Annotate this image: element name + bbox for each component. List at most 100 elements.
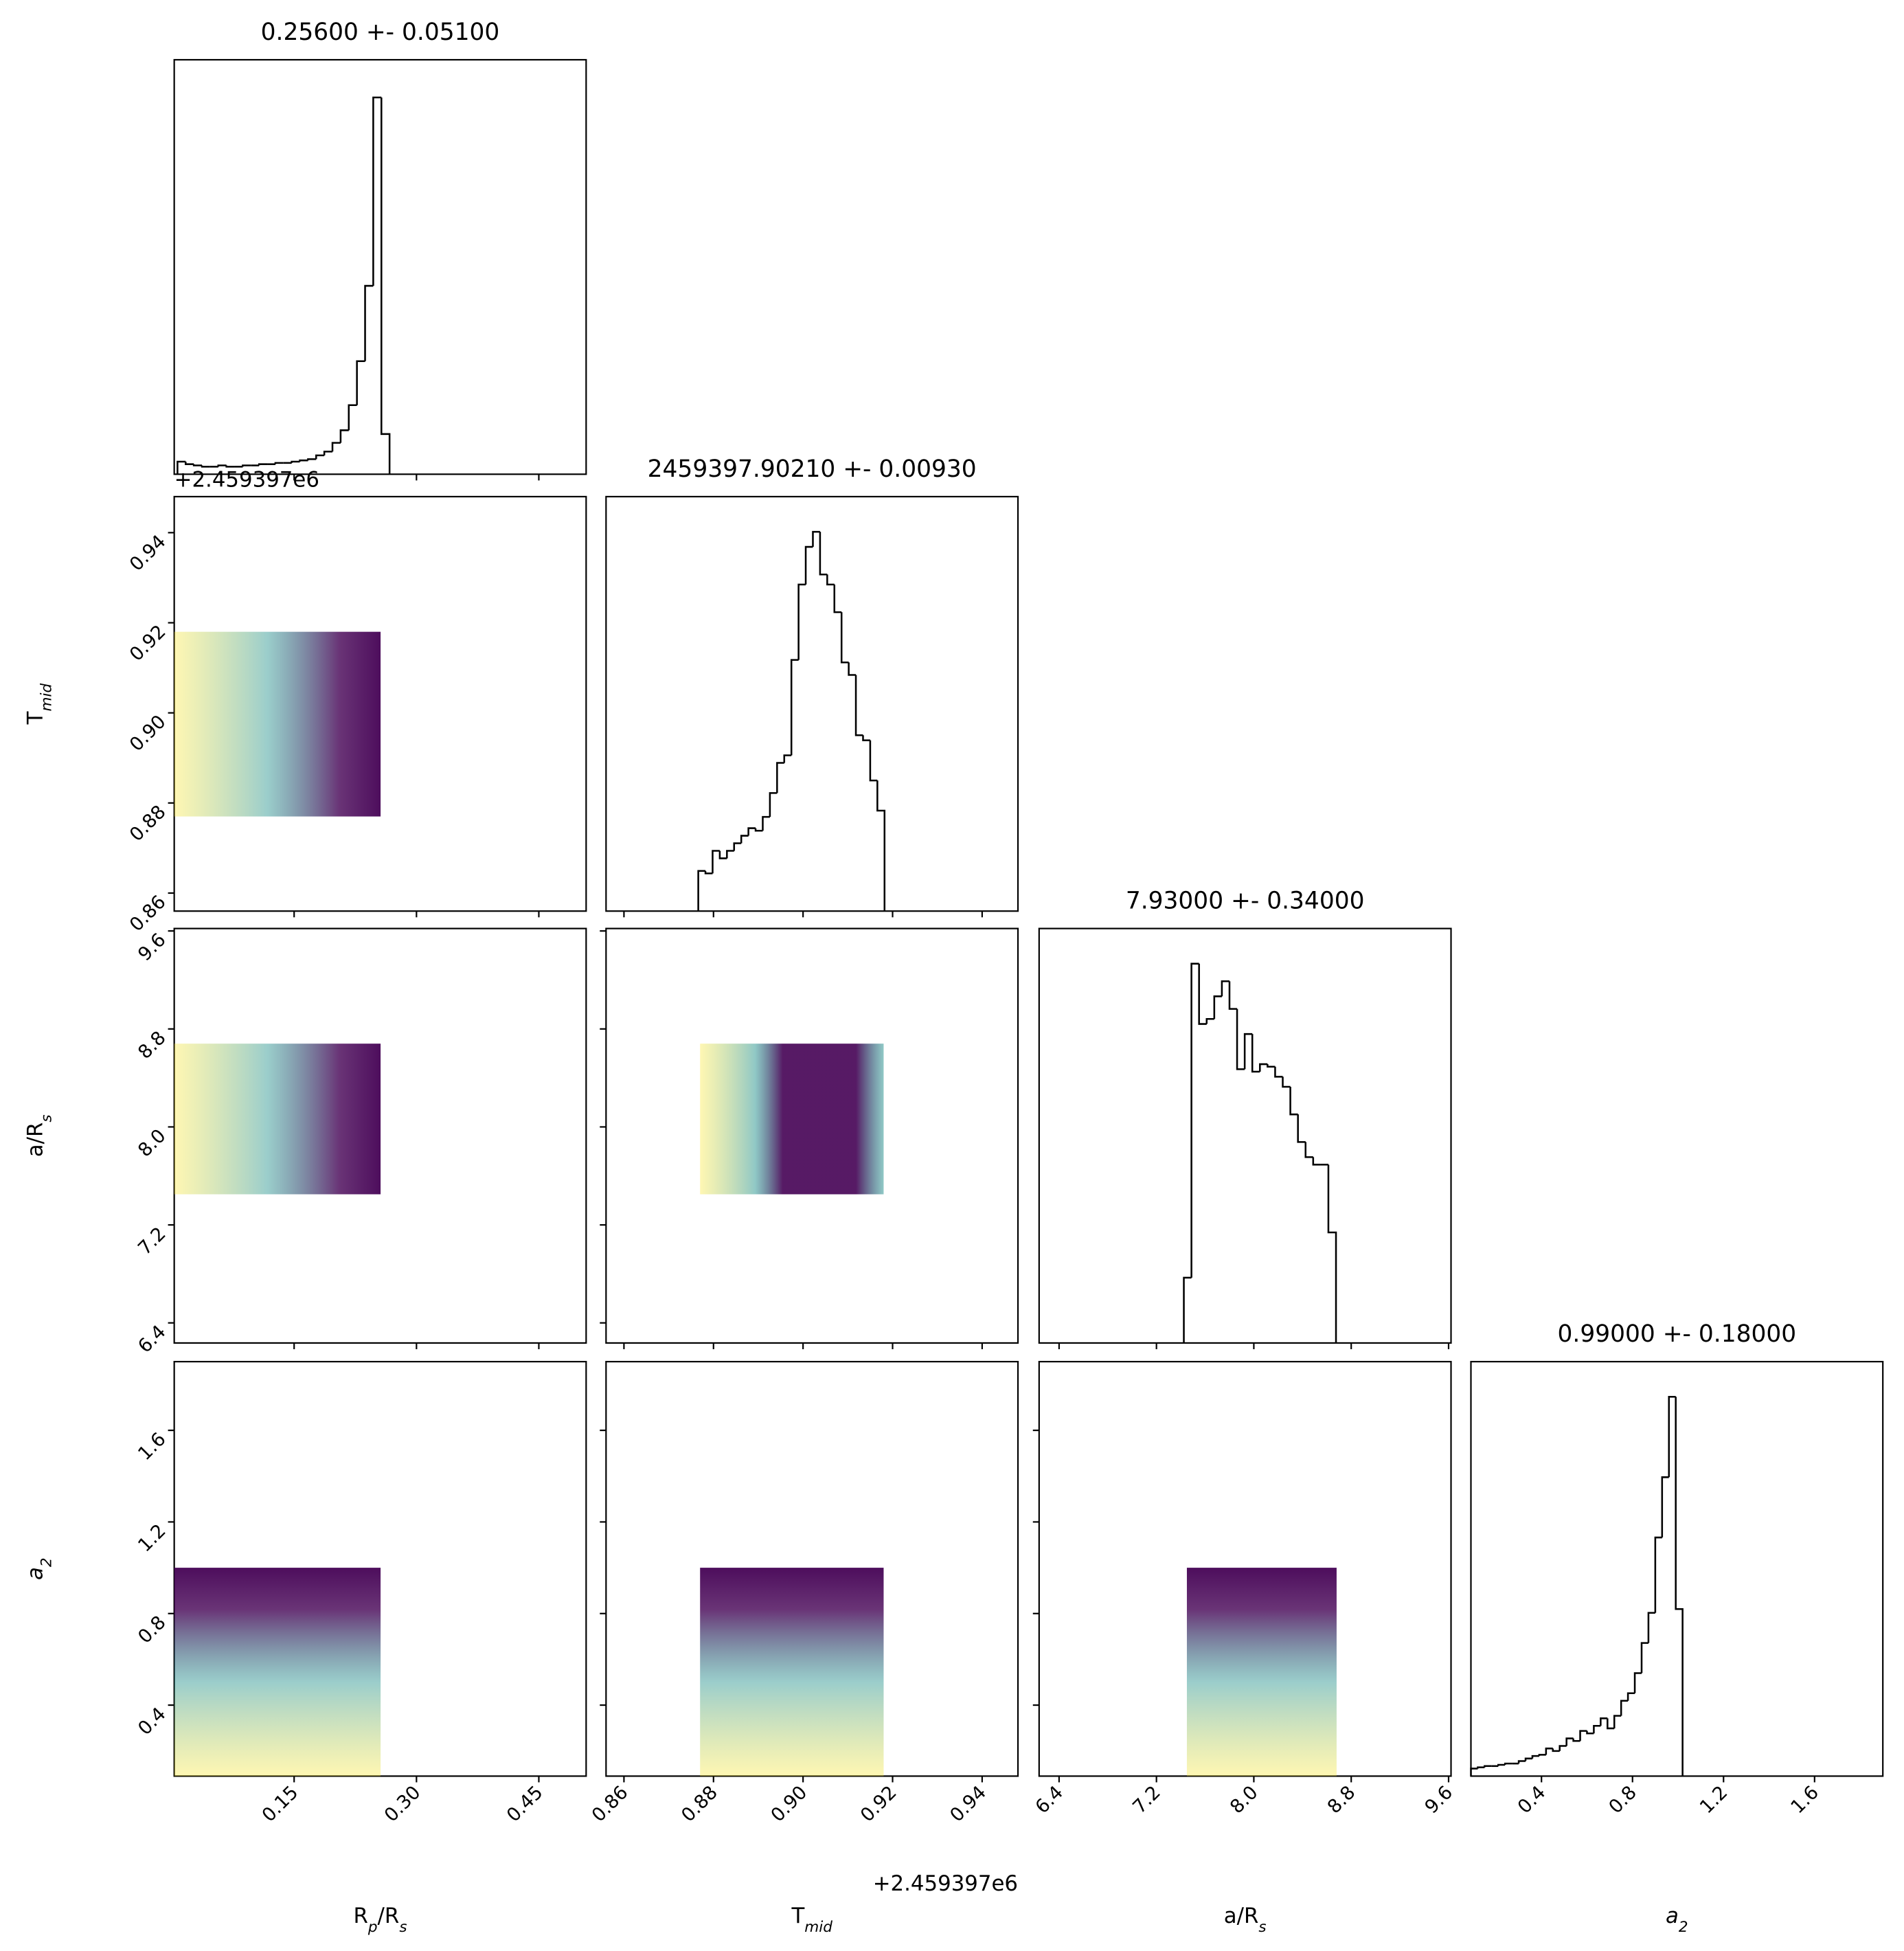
hist-bin bbox=[1579, 1730, 1587, 1741]
hist-bin bbox=[1675, 1397, 1684, 1777]
label-part: a bbox=[1666, 1904, 1679, 1928]
hist-bin bbox=[258, 463, 268, 466]
y-tick-label: 1.6 bbox=[134, 1429, 170, 1465]
label-part: s bbox=[38, 1114, 55, 1122]
hist-bin bbox=[804, 545, 813, 585]
hist-bin bbox=[1243, 1033, 1253, 1070]
hist-bin bbox=[331, 442, 341, 452]
hist-bin bbox=[381, 97, 391, 475]
label-part: p bbox=[367, 1919, 378, 1936]
hist-bin bbox=[1289, 1086, 1298, 1116]
hist-bin bbox=[876, 780, 886, 912]
hist-bin bbox=[315, 454, 325, 460]
hist-bin bbox=[1620, 1700, 1629, 1716]
hist-bin bbox=[242, 464, 251, 467]
y-tick-label: 0.8 bbox=[134, 1612, 170, 1647]
hist-bin bbox=[1586, 1730, 1594, 1735]
label-part: a/R bbox=[1224, 1904, 1259, 1928]
y-tick-label: 0.4 bbox=[134, 1704, 170, 1739]
hist-bin bbox=[299, 459, 308, 462]
hist-bin bbox=[1205, 1017, 1214, 1024]
panel-title: 0.25600 +- 0.05100 bbox=[261, 19, 500, 46]
panel-frame bbox=[1470, 1361, 1884, 1777]
label-part: s bbox=[399, 1919, 407, 1936]
x-tick-label: 0.92 bbox=[857, 1782, 901, 1827]
panel-title: 0.99000 +- 0.18000 bbox=[1558, 1320, 1797, 1348]
hist-bin bbox=[697, 870, 706, 912]
label-part: /R bbox=[378, 1904, 400, 1928]
y-tick-label: 0.90 bbox=[126, 711, 170, 756]
x-tick-label: 6.4 bbox=[1032, 1782, 1067, 1818]
offset-text: +2.459397e6 bbox=[174, 467, 319, 492]
x-tick-label: 0.90 bbox=[767, 1782, 812, 1827]
hist-bin bbox=[1282, 1076, 1291, 1088]
hist-bin bbox=[1236, 1008, 1245, 1070]
scatter-cloud bbox=[700, 1568, 884, 1777]
hist-bin bbox=[769, 792, 778, 817]
label-part: s bbox=[1258, 1919, 1266, 1936]
scatter-cloud bbox=[174, 1044, 381, 1195]
hist-bin bbox=[848, 662, 857, 676]
hist-bin bbox=[225, 465, 235, 468]
hist-bin bbox=[1559, 1745, 1567, 1751]
hist-bin bbox=[372, 96, 382, 286]
x-tick-label: 0.4 bbox=[1514, 1782, 1550, 1818]
label-part: a/R bbox=[23, 1123, 48, 1158]
hist-bin bbox=[1221, 980, 1229, 997]
hist-bin bbox=[704, 870, 713, 875]
axis-label: Tmid bbox=[23, 684, 56, 725]
label-part: mid bbox=[804, 1919, 832, 1936]
hist-bin bbox=[1304, 1142, 1313, 1158]
hist-bin bbox=[1668, 1396, 1676, 1478]
hist-bin bbox=[1259, 1063, 1268, 1072]
panel-title: 7.93000 +- 0.34000 bbox=[1126, 888, 1365, 915]
hist-bin bbox=[1593, 1725, 1601, 1734]
hist-bin bbox=[1477, 1766, 1485, 1769]
scatter-cloud bbox=[700, 1044, 884, 1195]
hist-bin bbox=[1661, 1476, 1669, 1538]
scatter-cloud bbox=[1186, 1568, 1337, 1777]
hist-bin bbox=[1552, 1748, 1560, 1752]
hist-bin bbox=[1198, 963, 1207, 1025]
hist-bin bbox=[364, 284, 374, 361]
x-tick-label: 1.6 bbox=[1787, 1782, 1823, 1818]
hist-bin bbox=[291, 460, 300, 463]
hist-bin bbox=[1572, 1738, 1580, 1742]
axis-label: Tmid bbox=[791, 1904, 832, 1935]
y-tick-label: 0.88 bbox=[126, 801, 170, 846]
hist-bin bbox=[177, 460, 186, 475]
axis-label: a2 bbox=[23, 1557, 56, 1580]
hist-bin bbox=[862, 735, 870, 741]
x-tick-label: 8.8 bbox=[1324, 1782, 1359, 1818]
hist-bin bbox=[797, 583, 806, 660]
hist-bin bbox=[1497, 1763, 1506, 1766]
scatter-cloud bbox=[174, 631, 381, 817]
hist-bin bbox=[1600, 1717, 1608, 1726]
hist-bin bbox=[201, 465, 210, 468]
hist-bin bbox=[869, 740, 878, 782]
label-part: R bbox=[353, 1904, 367, 1928]
y-tick-label: 8.8 bbox=[134, 1027, 170, 1063]
hist-bin bbox=[747, 827, 756, 836]
hist-bin bbox=[762, 815, 770, 831]
y-tick-label: 8.0 bbox=[134, 1125, 170, 1161]
x-tick-label: 0.15 bbox=[258, 1782, 303, 1827]
hist-bin bbox=[217, 464, 227, 467]
label-part: 2 bbox=[38, 1557, 55, 1567]
hist-bin bbox=[1647, 1612, 1655, 1643]
hist-bin bbox=[1228, 981, 1238, 1010]
label-part: a bbox=[23, 1567, 48, 1580]
hist-bin bbox=[1470, 1768, 1478, 1777]
label-part: T bbox=[23, 711, 48, 725]
hist-bin bbox=[307, 458, 317, 461]
hist-bin bbox=[1565, 1737, 1574, 1746]
hist-bin bbox=[1274, 1066, 1283, 1078]
hist-bin bbox=[1251, 1034, 1260, 1073]
hist-bin bbox=[854, 675, 863, 736]
hist-bin bbox=[1484, 1765, 1492, 1768]
x-tick-label: 0.94 bbox=[946, 1782, 990, 1827]
hist-bin bbox=[1654, 1536, 1662, 1613]
hist-bin bbox=[1183, 1276, 1192, 1343]
hist-bin bbox=[833, 584, 842, 613]
x-tick-label: 8.0 bbox=[1226, 1782, 1262, 1818]
